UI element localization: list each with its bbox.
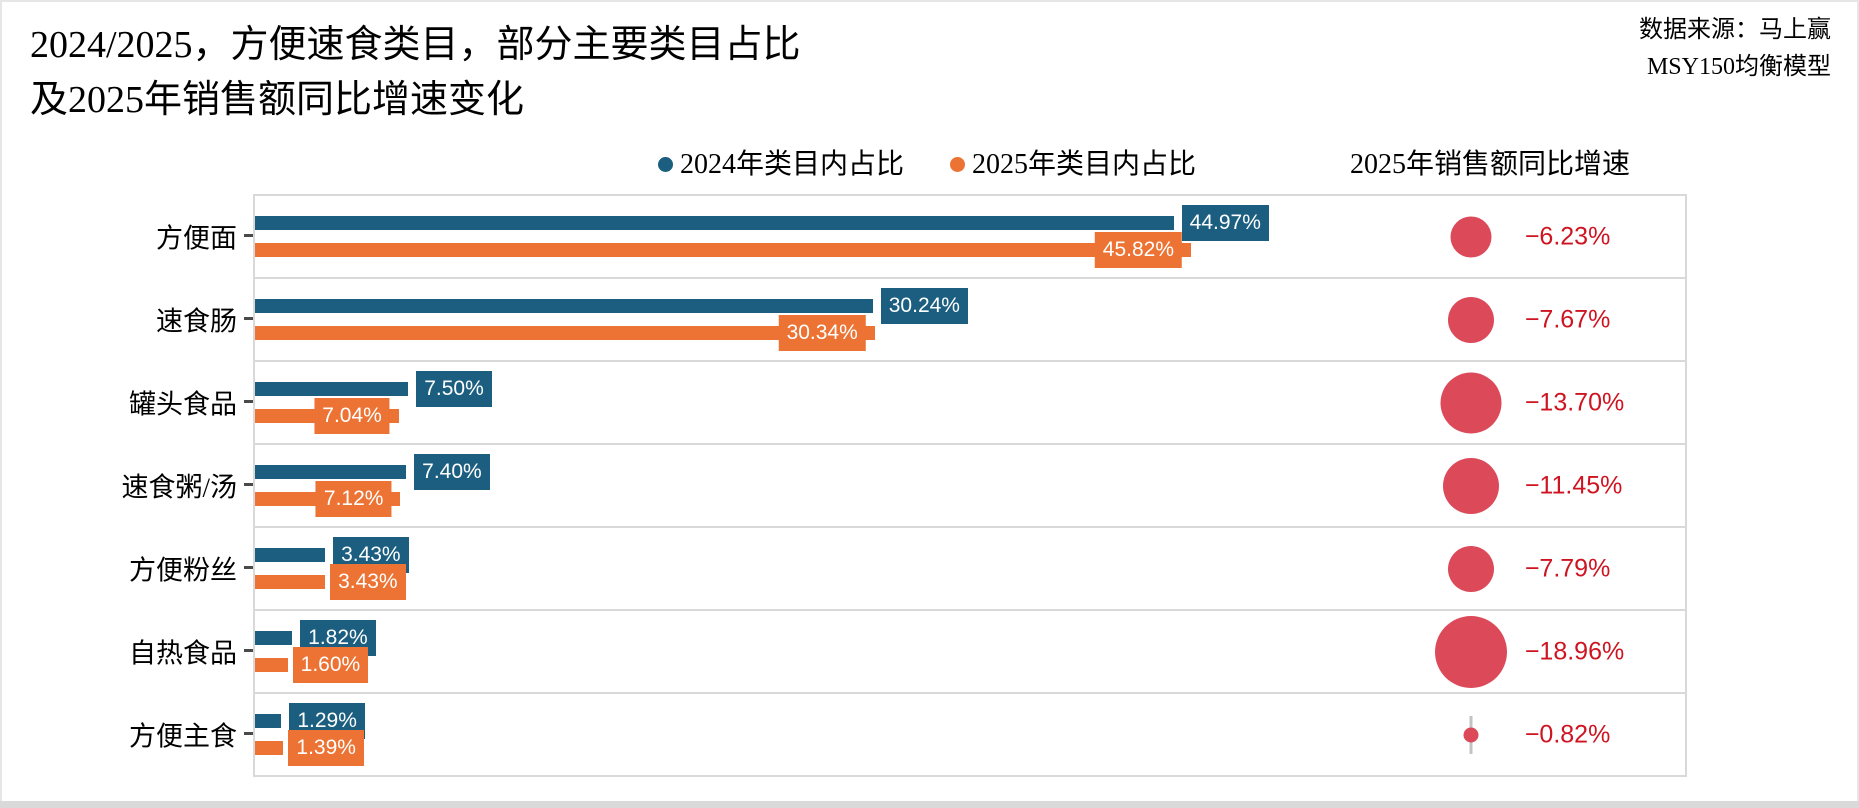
value-label-2025: 30.34% [778,315,866,351]
legend-label-2024: 2024年类目内占比 [680,149,905,180]
chart-row: 方便粉丝 3.43% 3.43% −7.79% [129,528,1685,611]
bottom-border-strip [0,801,1859,808]
growth-value-label: −0.82% [1524,720,1611,749]
bar-2025 [255,326,875,340]
growth-value-label: −7.79% [1524,554,1611,583]
category-tick [244,483,253,486]
value-label-2025: 3.43% [330,564,406,600]
chart-title: 2024/2025，方便速食类目，部分主要类目占比 及2025年销售额同比增速变… [30,18,801,128]
category-label: 自热食品 [129,638,237,669]
value-label-2025: 7.12% [315,481,392,517]
growth-value-label: −7.67% [1524,305,1611,334]
bar-2025 [255,243,1192,257]
growth-bubble [1442,458,1499,514]
legend-dot-2025-icon [950,157,965,173]
chart-row: 罐头食品 7.50% 7.04% −13.70% [129,362,1685,445]
growth-bubble [1463,727,1478,743]
chart-row: 方便主食 1.29% 1.39% −0.82% [129,694,1685,775]
category-tick [244,649,253,652]
growth-bubble [1440,372,1501,434]
value-label-2025: 1.60% [292,647,369,683]
value-label-2024: 30.24% [880,288,968,324]
data-source-line2: MSY150均衡模型 [1646,54,1831,81]
bar-2025 [255,741,284,755]
bar-2024 [255,382,409,396]
bar-2024 [255,714,282,728]
value-label-2024: 7.50% [416,371,492,407]
bar-2024 [255,465,407,479]
bar-2025 [255,658,288,672]
category-tick [244,732,253,735]
category-label: 方便面 [156,223,237,254]
category-label: 方便粉丝 [129,555,237,586]
category-tick [244,317,253,320]
chart-row: 自热食品 1.82% 1.60% −18.96% [129,611,1685,694]
legend-dot-2024-icon [658,157,673,173]
bar-2024 [255,299,873,313]
chart-row: 方便面 44.97% 45.82% −6.23% [156,196,1685,279]
bar-chart-plot-area: 方便面 44.97% 45.82% −6.23% 速食肠 30.24% 30.34% −7.6… [121,194,1687,777]
category-tick [244,400,253,403]
growth-bubble [1447,297,1494,343]
bar-2024 [255,216,1174,230]
legend-label-2025: 2025年类目内占比 [972,149,1197,180]
chart-row: 速食肠 30.24% 30.34% −7.67% [156,279,1685,362]
chart-title-line2: 及2025年销售额同比增速变化 [30,79,525,122]
category-label: 速食粥/汤 [121,472,237,503]
bar-2024 [255,548,326,562]
value-label-2025: 7.04% [314,398,390,434]
bar-2024 [255,631,293,645]
growth-value-label: −11.45% [1524,471,1623,500]
value-label-2025: 1.39% [288,730,364,766]
value-label-2025: 45.82% [1094,232,1183,268]
category-label: 罐头食品 [129,389,237,420]
value-label-2024: 44.97% [1181,205,1269,241]
growth-bubble [1434,616,1507,688]
chart-title-line1: 2024/2025，方便速食类目，部分主要类目占比 [30,24,801,66]
category-label: 速食肠 [156,306,237,337]
growth-value-label: −18.96% [1524,637,1625,666]
growth-bubble [1450,216,1491,258]
legend-item-2025: 2025年类目内占比 [950,142,1196,182]
growth-bubble [1447,546,1494,592]
category-label: 方便主食 [129,721,237,752]
bar-2025 [255,575,326,589]
legend-item-2024: 2024年类目内占比 [658,142,904,182]
value-label-2024: 7.40% [414,454,490,490]
category-tick [244,234,253,237]
data-source: 数据来源：马上赢 MSY150均衡模型 [1639,12,1831,86]
bubble-column-header: 2025年销售额同比增速 [1350,149,1631,180]
chart-rows: 方便面 44.97% 45.82% −6.23% 速食肠 30.24% 30.34% −7.6… [121,196,1685,775]
chart-row: 速食粥/汤 7.40% 7.12% −11.45% [121,445,1685,528]
data-source-line1: 数据来源：马上赢 [1639,17,1831,43]
growth-value-label: −13.70% [1524,388,1625,417]
category-tick [244,566,253,569]
growth-value-label: −6.23% [1524,222,1611,251]
